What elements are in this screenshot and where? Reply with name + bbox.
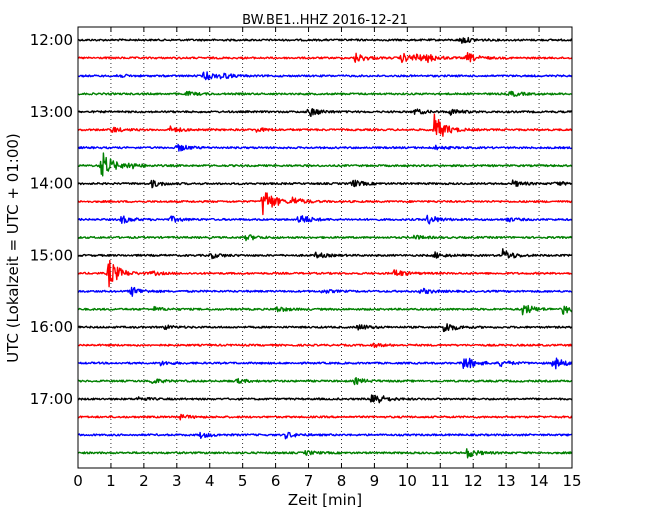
- trace-layer: [77, 36, 573, 459]
- x-tick-label: 9: [370, 472, 380, 490]
- trace-13:45: [77, 152, 572, 177]
- tick-layer: 0 1 2 3 4 5 6 7 8 9 10 11 12 13 14 1512:0013:0014:0015:…: [30, 27, 582, 490]
- trace-14:30: [77, 214, 573, 225]
- trace-15:00: [77, 248, 573, 260]
- trace-15:45: [78, 304, 573, 316]
- trace-17:30: [77, 431, 573, 440]
- x-tick-label: 4: [205, 472, 215, 490]
- y-tick-label: 17:00: [30, 390, 73, 408]
- trace-17:45: [77, 448, 573, 459]
- trace-13:15: [77, 113, 573, 137]
- trace-16:30: [77, 357, 573, 370]
- y-tick-label: 16:00: [30, 318, 73, 336]
- trace-16:00: [77, 323, 573, 333]
- trace-12:15: [78, 52, 573, 64]
- plot-frame: [77, 26, 573, 469]
- trace-12:45: [77, 90, 573, 97]
- y-axis-label: UTC (Lokalzeit = UTC + 01:00): [4, 133, 22, 363]
- x-tick-label: 3: [172, 472, 182, 490]
- trace-17:00: [77, 394, 573, 404]
- chart-title: BW.BE1..HHZ 2016-12-21: [242, 13, 408, 28]
- trace-12:30: [77, 71, 573, 81]
- y-tick-label: 14:00: [30, 175, 73, 193]
- trace-14:45: [77, 234, 573, 242]
- y-tick-label: 12:00: [30, 31, 73, 49]
- trace-15:15: [77, 259, 573, 288]
- trace-14:15: [77, 192, 573, 216]
- y-tick-label: 13:00: [30, 103, 73, 121]
- x-tick-label: 12: [464, 472, 483, 490]
- x-tick-label: 7: [304, 472, 314, 490]
- x-tick-label: 13: [497, 472, 516, 490]
- x-axis-label: Zeit [min]: [288, 491, 362, 509]
- y-tick-label: 15:00: [30, 246, 73, 264]
- trace-16:15: [77, 342, 573, 349]
- x-tick-label: 2: [139, 472, 149, 490]
- x-tick-label: 10: [398, 472, 417, 490]
- grid-layer: [110, 27, 540, 468]
- x-tick-label: 5: [238, 472, 248, 490]
- trace-16:45: [77, 377, 573, 386]
- x-tick-label: 1: [106, 472, 116, 490]
- x-tick-label: 14: [530, 472, 549, 490]
- trace-15:30: [77, 286, 573, 297]
- x-tick-label: 11: [431, 472, 450, 490]
- x-tick-label: 6: [271, 472, 281, 490]
- x-tick-label: 0: [73, 472, 83, 490]
- trace-13:00: [77, 108, 573, 117]
- x-tick-label: 8: [337, 472, 347, 490]
- trace-17:15: [78, 413, 573, 421]
- trace-14:00: [77, 179, 573, 189]
- trace-12:00: [77, 36, 572, 44]
- x-tick-label: 15: [562, 472, 581, 490]
- trace-13:30: [77, 143, 573, 152]
